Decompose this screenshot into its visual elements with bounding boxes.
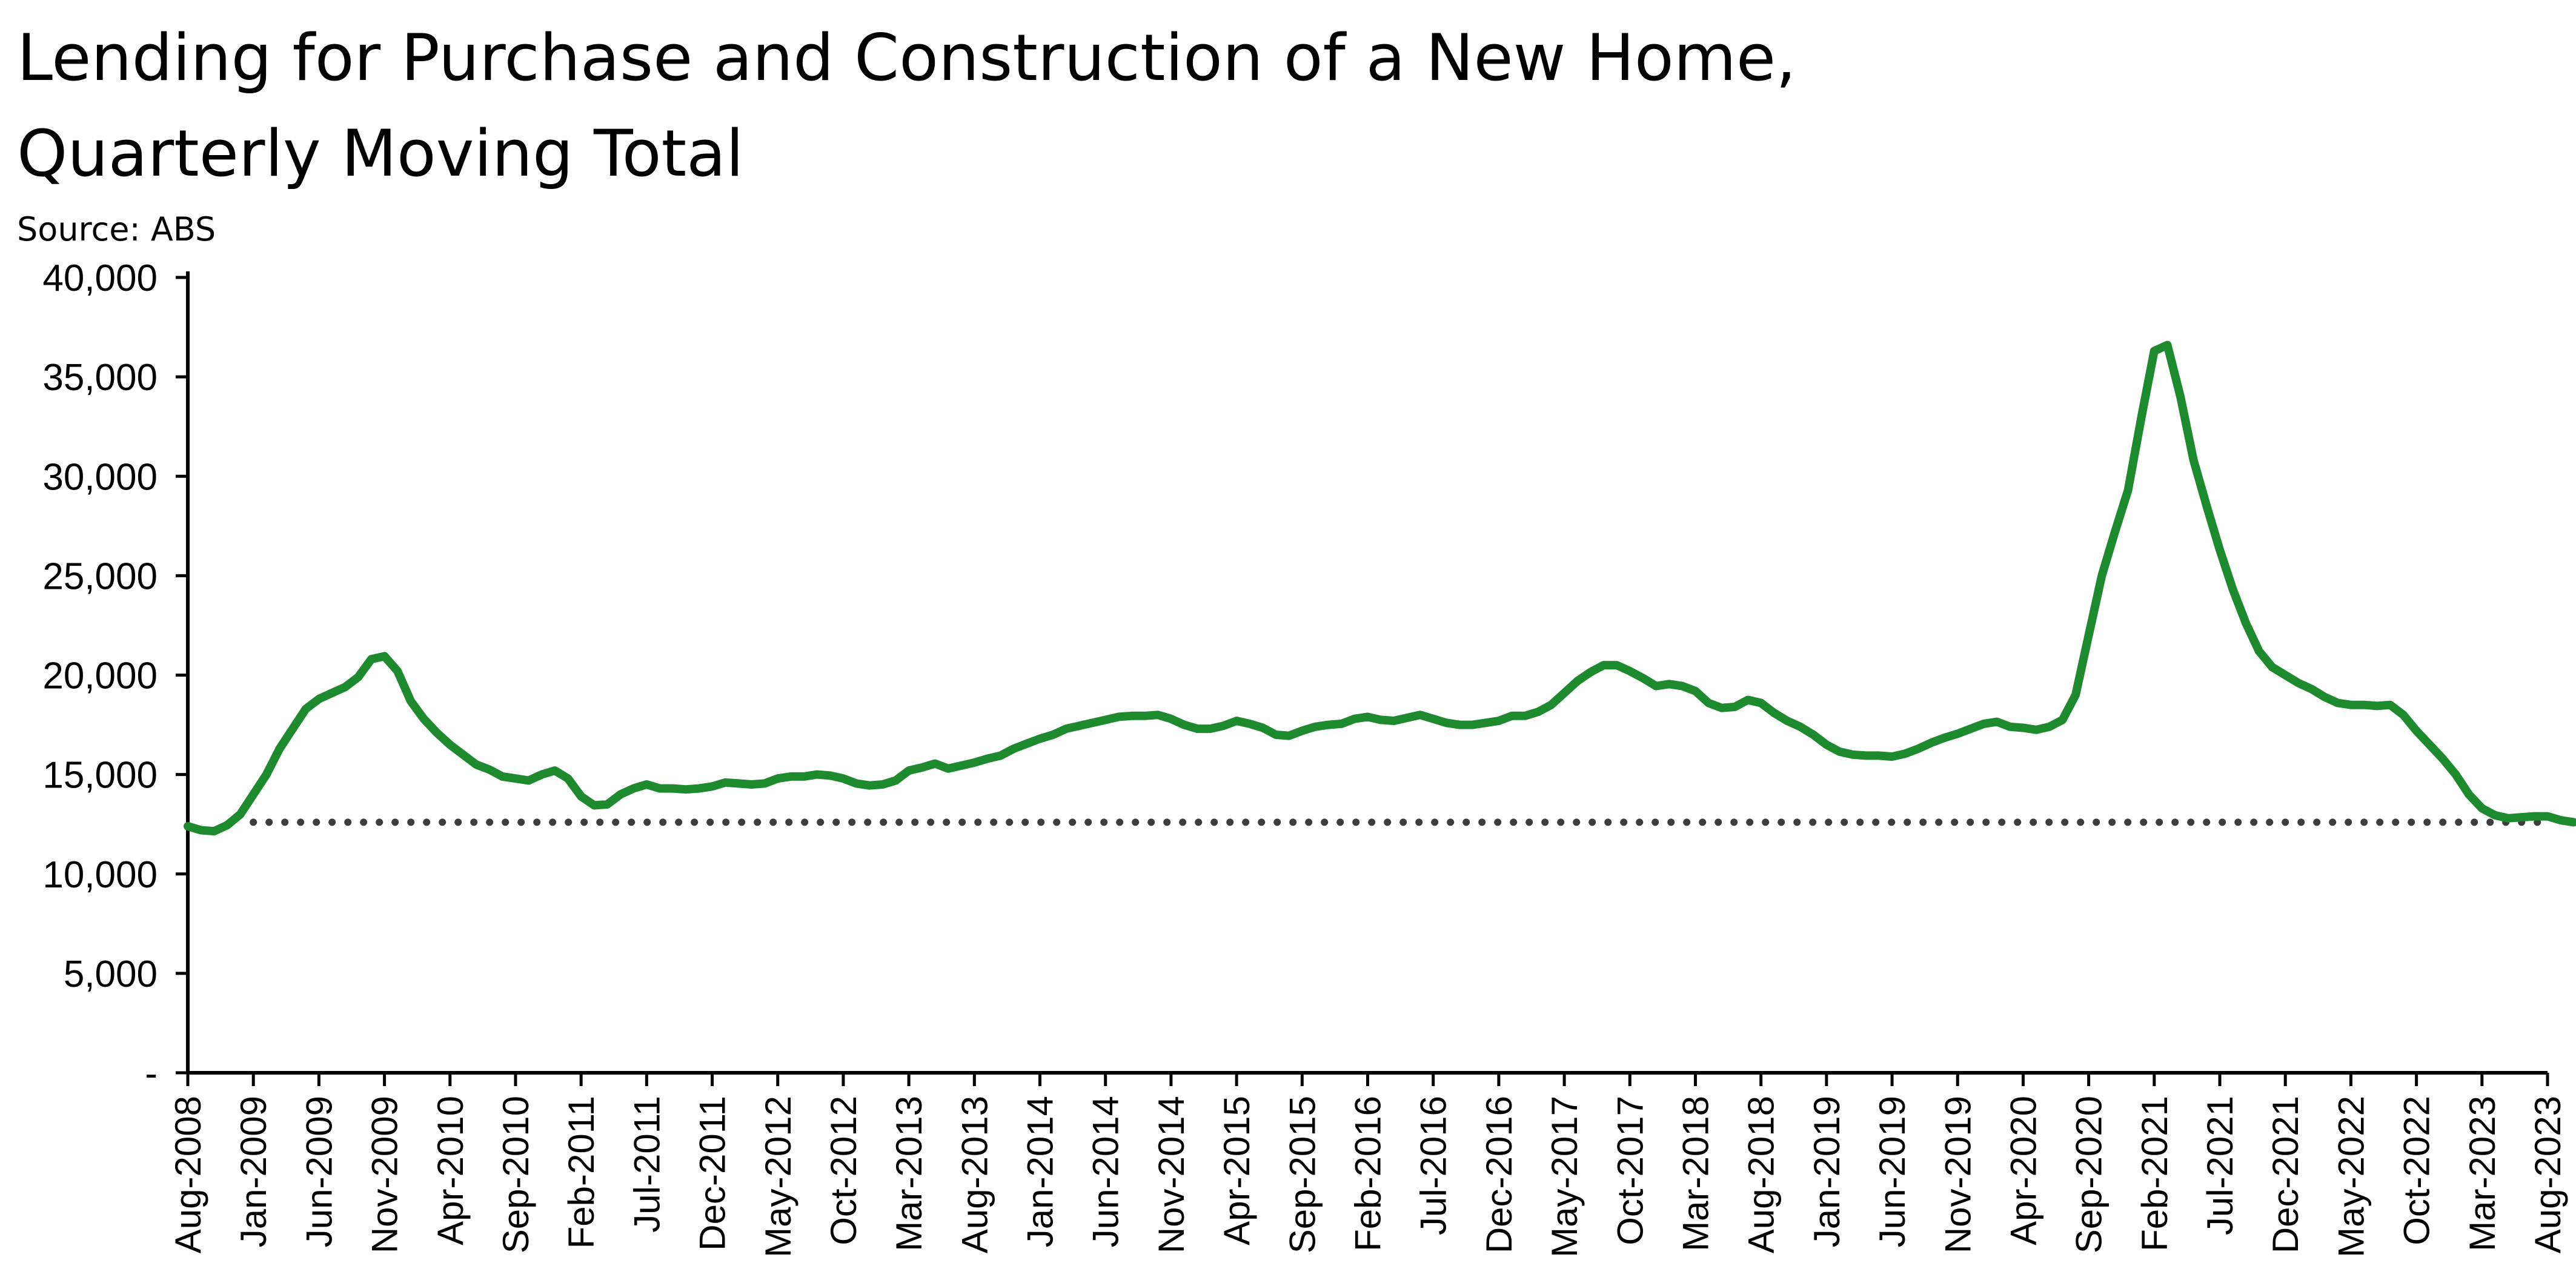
- y-tick-label: 15,000: [42, 755, 158, 797]
- x-tick-label: Feb-2016: [1348, 1096, 1389, 1251]
- x-tick-label: Oct-2017: [1610, 1096, 1650, 1245]
- y-tick-label: 20,000: [42, 655, 158, 697]
- y-ticks: - 5,000 10,000 15,000 20,000 25,000 30,000 35,0…: [42, 257, 188, 1095]
- x-tick-label: Jul-2016: [1413, 1096, 1454, 1235]
- x-tick-label: May-2022: [2331, 1096, 2371, 1258]
- x-ticks: Aug-2008 Jan-2009 Jun-2009 Nov-2009 Apr-2010…: [168, 1073, 2568, 1258]
- y-tick-label: 5,000: [64, 953, 158, 995]
- x-tick-label: Oct-2012: [823, 1096, 864, 1245]
- x-tick-label: Mar-2013: [889, 1096, 929, 1251]
- x-tick-label: May-2012: [758, 1096, 798, 1258]
- y-tick-label: 40,000: [42, 257, 158, 299]
- x-tick-label: Mar-2018: [1675, 1096, 1716, 1251]
- x-tick-label: Aug-2013: [954, 1096, 995, 1253]
- y-tick-label: 35,000: [42, 357, 158, 399]
- y-tick-label: 25,000: [42, 555, 158, 597]
- x-tick-label: Jan-2019: [1807, 1096, 1847, 1247]
- x-tick-label: Feb-2021: [2134, 1096, 2175, 1251]
- x-tick-label: Nov-2019: [1937, 1096, 1978, 1253]
- x-tick-label: Apr-2015: [1217, 1096, 1257, 1245]
- x-tick-label: Jul-2011: [626, 1096, 667, 1233]
- x-tick-label: May-2017: [1544, 1096, 1585, 1258]
- x-tick-label: Sep-2015: [1282, 1096, 1323, 1253]
- x-tick-label: Sep-2020: [2069, 1096, 2110, 1253]
- x-tick-label: Oct-2022: [2397, 1096, 2437, 1245]
- x-tick-label: Jan-2014: [1020, 1096, 1061, 1247]
- x-tick-label: Aug-2008: [168, 1096, 208, 1253]
- x-tick-label: Nov-2014: [1151, 1096, 1192, 1253]
- x-tick-label: Dec-2011: [692, 1096, 733, 1251]
- y-tick-label: 30,000: [42, 456, 158, 498]
- x-tick-label: Feb-2011: [561, 1096, 602, 1248]
- x-tick-label: Jan-2009: [233, 1096, 274, 1247]
- x-tick-label: Jun-2009: [299, 1096, 339, 1247]
- x-tick-label: Apr-2020: [2003, 1096, 2043, 1245]
- x-tick-label: Dec-2021: [2265, 1096, 2306, 1253]
- x-tick-label: Sep-2010: [496, 1096, 536, 1253]
- series-layer: [184, 340, 2576, 836]
- chart-source: Source: ABS: [17, 210, 216, 248]
- x-tick-label: Nov-2009: [365, 1096, 405, 1253]
- x-tick-label: Apr-2010: [430, 1096, 471, 1245]
- x-tick-label: Aug-2018: [1741, 1096, 1782, 1253]
- x-tick-label: Jul-2021: [2200, 1096, 2240, 1235]
- x-tick-label: Jun-2014: [1086, 1096, 1126, 1247]
- y-tick-label: -: [145, 1053, 158, 1095]
- x-tick-label: Mar-2023: [2462, 1096, 2503, 1251]
- x-tick-label: Aug-2023: [2528, 1096, 2568, 1253]
- series-line: [184, 340, 2576, 836]
- chart-title: Lending for Purchase and Construction of…: [17, 21, 1796, 95]
- x-tick-label: Dec-2016: [1479, 1096, 1519, 1253]
- y-tick-label: 10,000: [42, 854, 158, 896]
- chart-title-line2: Quarterly Moving Total: [17, 116, 744, 191]
- x-tick-label: Jun-2019: [1872, 1096, 1913, 1247]
